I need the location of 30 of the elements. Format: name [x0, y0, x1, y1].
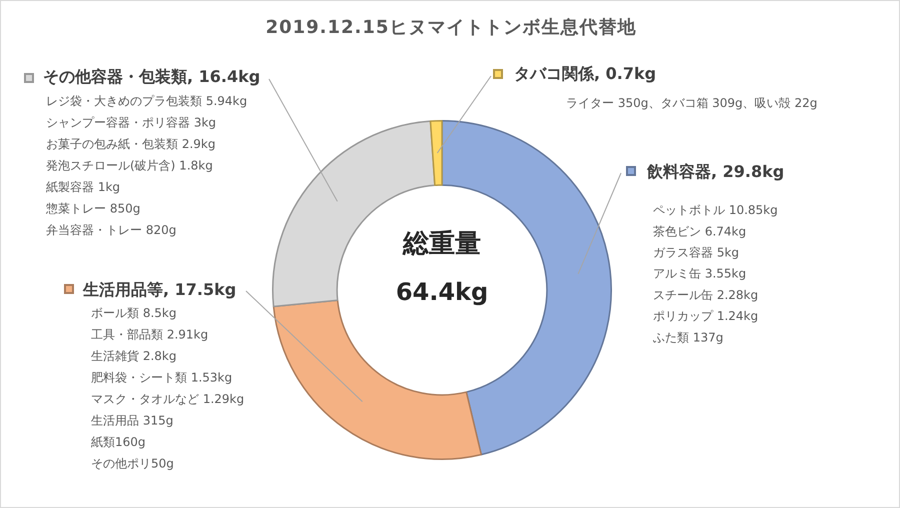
- text: ボール類 8.5kg: [91, 306, 176, 320]
- text: 紙類160g: [91, 435, 146, 450]
- text: アルミ缶 3.55kg: [653, 266, 746, 281]
- text: 発泡スチロール(破片含) 1.8kg: [46, 158, 213, 173]
- text: 64.4kg: [396, 278, 488, 306]
- text: 惣菜トレー 850g: [45, 202, 140, 216]
- text: 肥料袋・シート類 1.53kg: [91, 370, 232, 385]
- legend-label: 飲料容器, 29.8kg: [646, 162, 784, 182]
- text: 工具・部品類 2.91kg: [91, 328, 208, 342]
- legend-label: タバコ関係, 0.7kg: [514, 64, 656, 84]
- text: 弁当容器・トレー 820g: [46, 223, 176, 238]
- legend-label: その他容器・包装類, 16.4kg: [43, 67, 260, 86]
- text: ポリカップ 1.24kg: [653, 309, 758, 324]
- text: シャンプー容器・ポリ容器 3kg: [46, 116, 216, 130]
- text: ガラス容器 5kg: [653, 246, 740, 260]
- text: レジ袋・大きめのプラ包装類 5.94kg: [46, 94, 248, 108]
- text: スチール缶 2.28kg: [653, 288, 758, 302]
- text: 総重量: [402, 228, 481, 259]
- text: ペットボトル 10.85kg: [653, 203, 778, 218]
- text: 生活用品 315g: [91, 414, 174, 428]
- text: その他ポリ50g: [91, 456, 174, 471]
- text: 生活雑貨 2.8kg: [91, 349, 176, 364]
- text: 茶色ビン 6.74kg: [653, 224, 746, 238]
- text: ライター 350g、タバコ箱 309g、吸い殻 22g: [566, 96, 818, 110]
- text: マスク・タオルなど 1.29kg: [91, 392, 244, 406]
- text: ふた類 137g: [652, 330, 724, 344]
- text: お菓子の包み紙・包装類 2.9kg: [46, 137, 216, 152]
- legend-label: 生活用品等, 17.5kg: [82, 280, 236, 300]
- text: 紙製容器 1kg: [46, 180, 120, 194]
- chart-title: 2019.12.15ヒヌマイトトンボ生息代替地: [264, 16, 638, 39]
